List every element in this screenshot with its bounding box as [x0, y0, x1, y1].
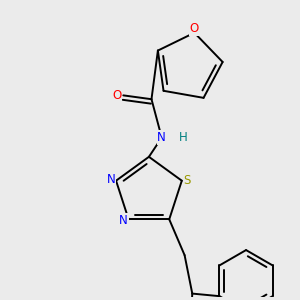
- Text: H: H: [179, 131, 188, 144]
- Text: N: N: [106, 173, 115, 186]
- Text: O: O: [112, 89, 122, 102]
- Text: S: S: [183, 174, 190, 187]
- Text: O: O: [190, 22, 199, 35]
- Text: N: N: [119, 214, 128, 227]
- Text: N: N: [158, 131, 166, 144]
